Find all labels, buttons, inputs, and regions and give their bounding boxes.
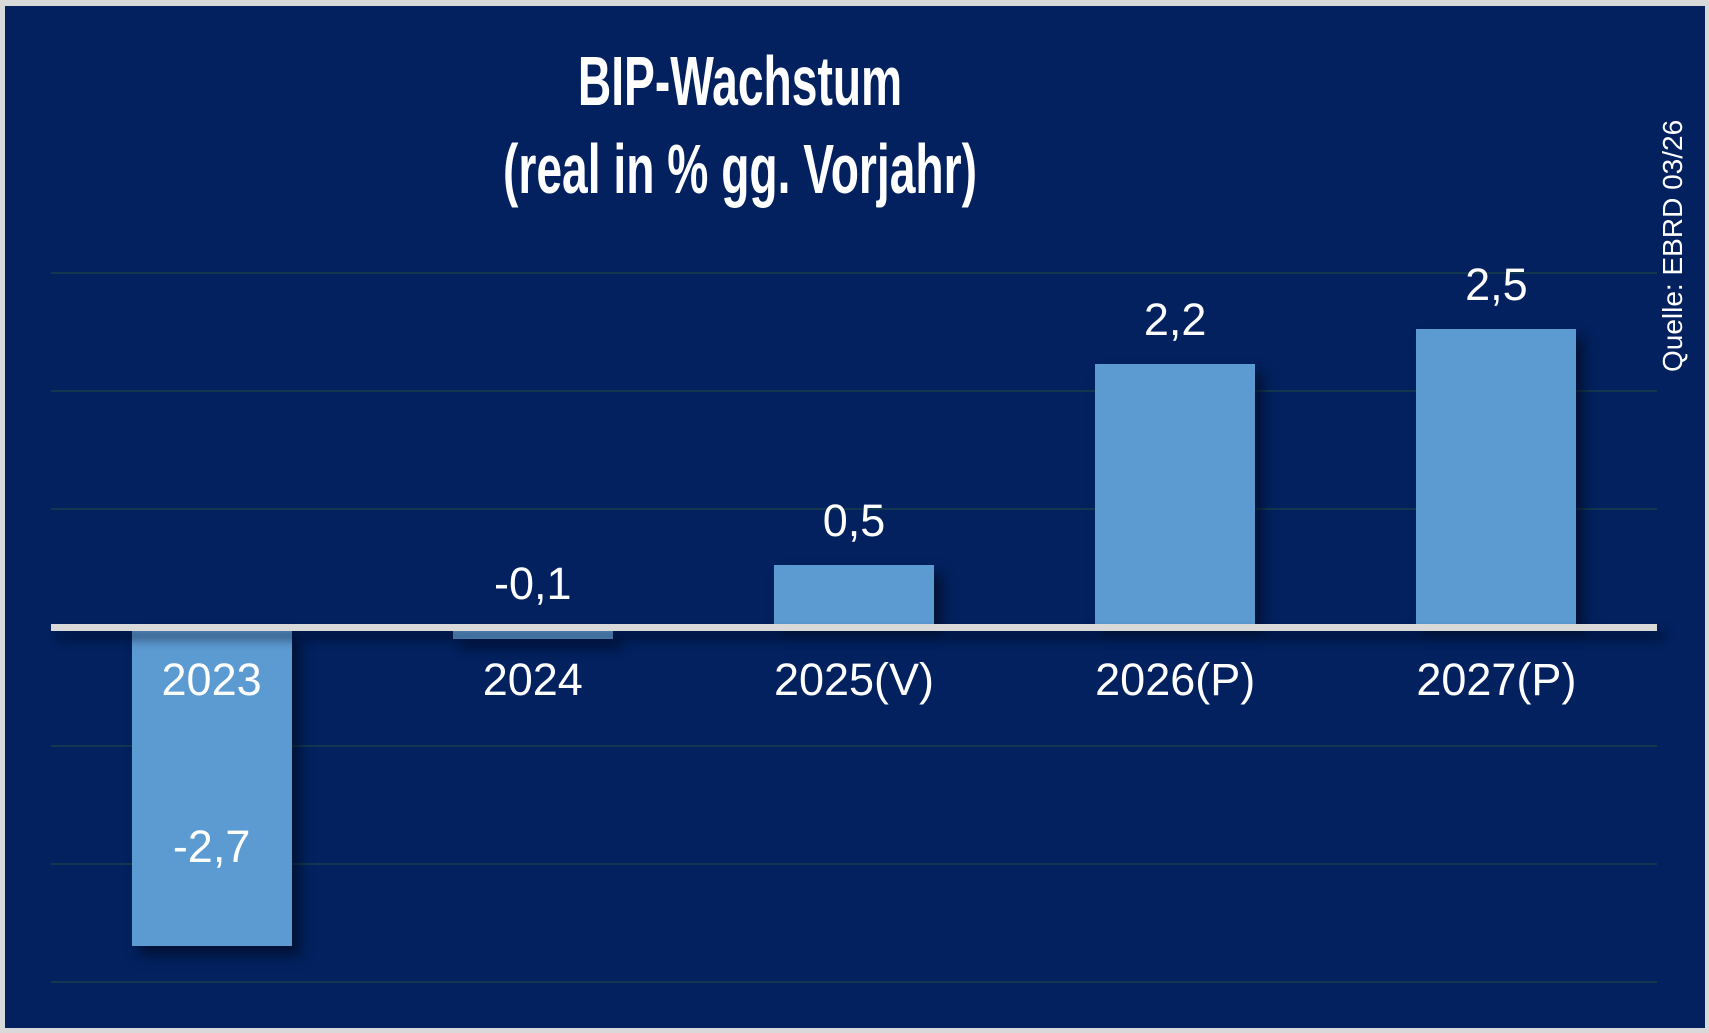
gridline-2 [51,390,1657,393]
value-label-2024: -0,1 [494,558,572,609]
category-label-2026(P): 2026(P) [1095,654,1256,705]
category-label-2025(V): 2025(V) [773,654,935,705]
value-label-2027(P): 2,5 [1465,258,1528,310]
bar-2023 [131,631,292,946]
value-label-2025(V): 0,5 [822,494,886,546]
gridline-3 [51,272,1657,275]
bar-2025(V) [774,564,934,624]
gridline--3 [51,980,1657,983]
category-label-2024: 2024 [482,654,583,705]
value-label-2026(P): 2,2 [1143,294,1207,346]
chart-title: BIP-Wachstum (real in % gg. Vorjahr) [252,37,1229,213]
chart-title-line1: BIP-Wachstum [577,42,903,120]
bar-2026(P) [1095,364,1256,624]
gridline--1 [51,744,1657,747]
gridline--2 [51,862,1657,865]
category-label-2023: 2023 [161,654,262,705]
x-axis-line [51,624,1657,631]
bar-2027(P) [1416,328,1577,624]
gridline-1 [51,508,1657,511]
source-label: Quelle: EBRD 03/26 [1657,119,1688,373]
bar-2024 [452,631,613,639]
chart-title-line2: (real in % gg. Vorjahr) [502,130,978,208]
category-label-2027(P): 2027(P) [1416,654,1577,705]
value-label-2023: -2,7 [172,820,251,872]
